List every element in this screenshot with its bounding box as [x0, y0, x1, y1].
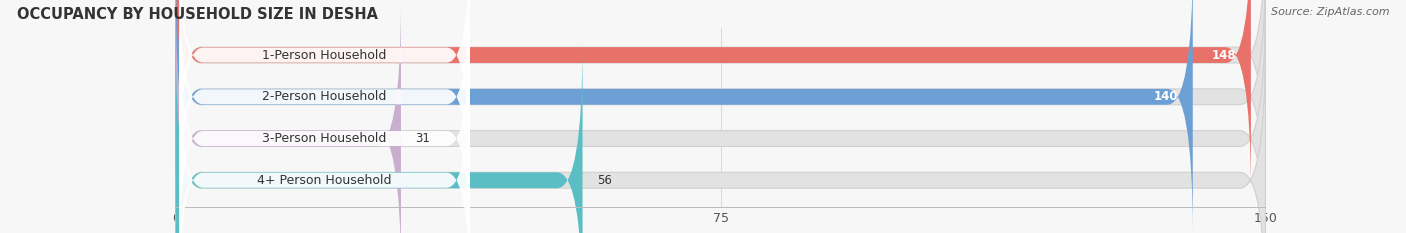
- Text: 56: 56: [598, 174, 612, 187]
- FancyBboxPatch shape: [176, 42, 1265, 233]
- Text: 148: 148: [1212, 48, 1236, 62]
- Text: 140: 140: [1154, 90, 1178, 103]
- Text: Source: ZipAtlas.com: Source: ZipAtlas.com: [1271, 7, 1389, 17]
- Text: 2-Person Household: 2-Person Household: [263, 90, 387, 103]
- FancyBboxPatch shape: [180, 0, 470, 181]
- FancyBboxPatch shape: [176, 0, 1192, 233]
- FancyBboxPatch shape: [180, 0, 470, 223]
- FancyBboxPatch shape: [176, 0, 1265, 233]
- Text: 4+ Person Household: 4+ Person Household: [257, 174, 392, 187]
- FancyBboxPatch shape: [176, 42, 582, 233]
- FancyBboxPatch shape: [176, 0, 1251, 193]
- Text: OCCUPANCY BY HOUSEHOLD SIZE IN DESHA: OCCUPANCY BY HOUSEHOLD SIZE IN DESHA: [17, 7, 378, 22]
- Text: 31: 31: [416, 132, 430, 145]
- Text: 1-Person Household: 1-Person Household: [263, 48, 387, 62]
- FancyBboxPatch shape: [180, 54, 470, 233]
- Text: 3-Person Household: 3-Person Household: [263, 132, 387, 145]
- FancyBboxPatch shape: [176, 0, 401, 233]
- FancyBboxPatch shape: [176, 0, 1265, 193]
- FancyBboxPatch shape: [180, 13, 470, 233]
- FancyBboxPatch shape: [176, 0, 1265, 233]
